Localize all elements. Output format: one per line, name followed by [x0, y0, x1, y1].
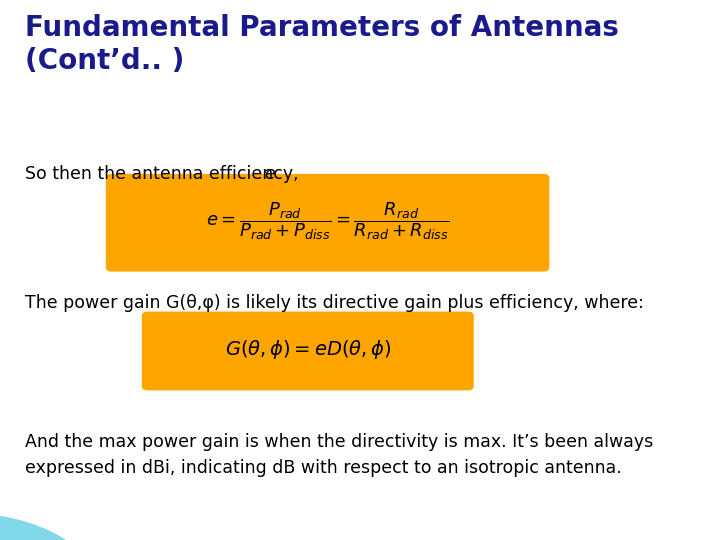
Text: $\mathit{e}$: $\mathit{e}$ [264, 165, 276, 183]
Text: $G(\theta,\phi)= eD(\theta,\phi)$: $G(\theta,\phi)= eD(\theta,\phi)$ [225, 339, 392, 361]
FancyBboxPatch shape [106, 174, 549, 272]
Ellipse shape [324, 324, 720, 540]
Text: $e = \dfrac{P_{rad}}{P_{rad}+P_{diss}} = \dfrac{R_{rad}}{R_{rad}+R_{diss}}$: $e = \dfrac{P_{rad}}{P_{rad}+P_{diss}} =… [206, 200, 449, 242]
Text: The power gain G(θ,φ) is likely its directive gain plus efficiency, where:: The power gain G(θ,φ) is likely its dire… [25, 294, 644, 312]
Ellipse shape [0, 513, 101, 540]
Text: And the max power gain is when the directivity is max. It’s been always
expresse: And the max power gain is when the direc… [25, 433, 654, 477]
Ellipse shape [122, 270, 720, 540]
Ellipse shape [414, 394, 720, 540]
Text: Fundamental Parameters of Antennas
(Cont’d.. ): Fundamental Parameters of Antennas (Cont… [25, 14, 619, 75]
FancyBboxPatch shape [142, 312, 474, 390]
Text: So then the antenna efficiency,: So then the antenna efficiency, [25, 165, 305, 183]
